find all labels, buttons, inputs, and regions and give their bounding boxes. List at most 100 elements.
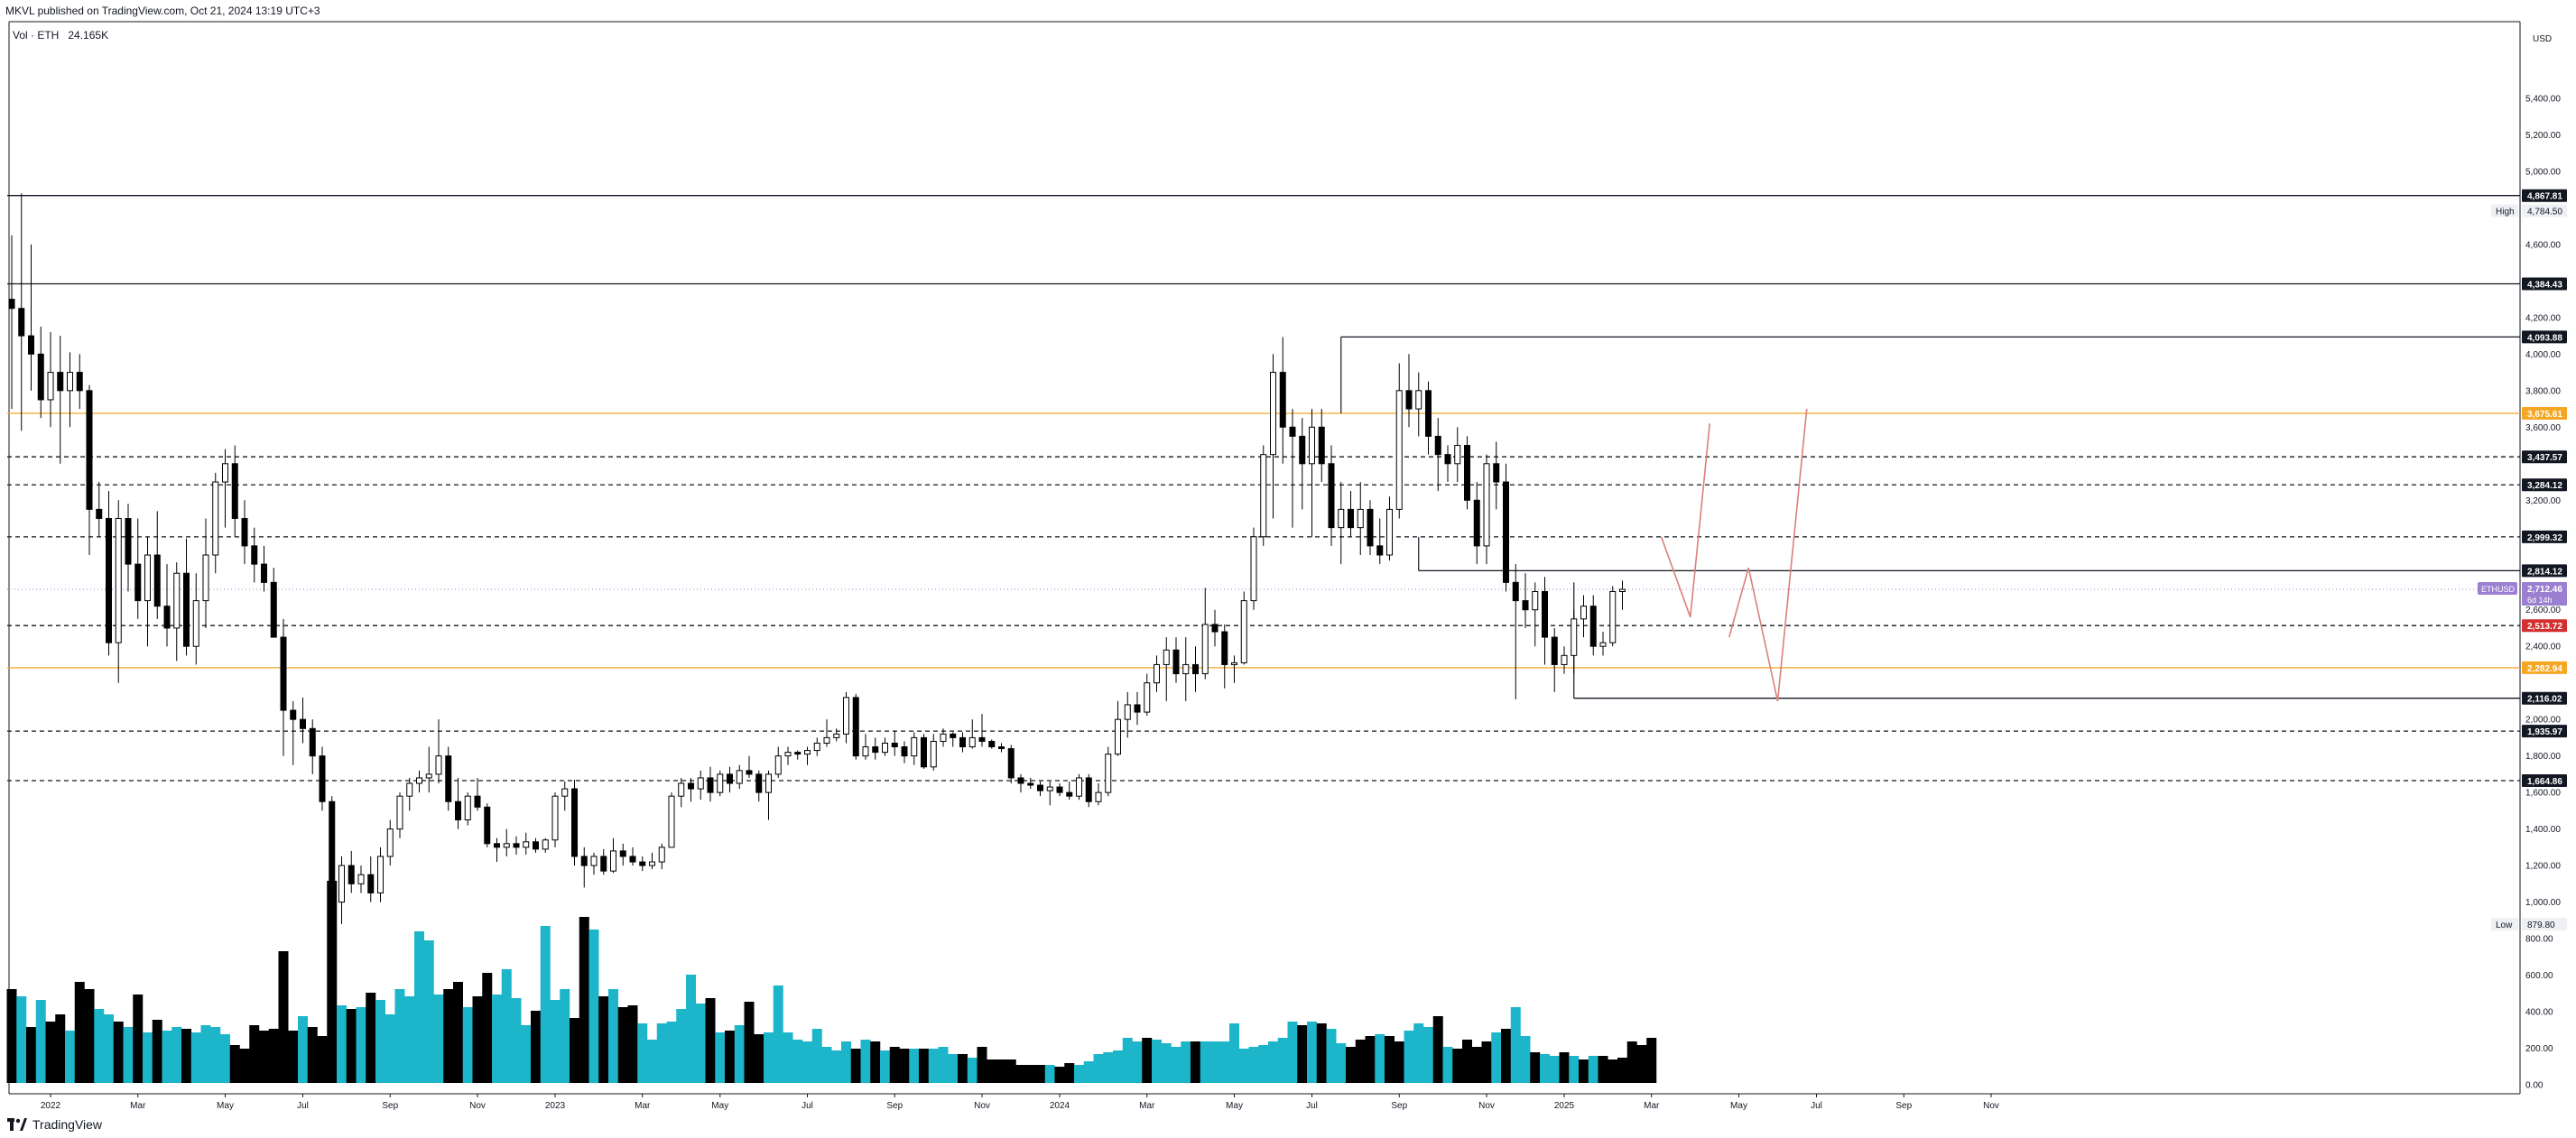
candle-body bbox=[950, 733, 957, 738]
candle-body bbox=[784, 752, 792, 757]
volume-bar bbox=[1413, 1023, 1424, 1083]
level-label-bg bbox=[2522, 450, 2567, 464]
time-axis-label: Sep bbox=[1391, 1101, 1407, 1111]
volume-bar bbox=[1501, 1029, 1511, 1083]
candle-body bbox=[988, 740, 996, 748]
candle-body bbox=[1348, 508, 1354, 529]
time-axis-label: Sep bbox=[1895, 1101, 1912, 1111]
volume-bar bbox=[1219, 1041, 1230, 1083]
volume-bar bbox=[94, 1009, 105, 1083]
candle-body bbox=[959, 736, 966, 748]
volume-bar bbox=[35, 1000, 46, 1083]
current-price-label: 2,712.46 bbox=[2527, 585, 2562, 595]
volume-bar bbox=[337, 1005, 347, 1083]
candle-body bbox=[1599, 642, 1607, 647]
volume-bar bbox=[880, 1050, 890, 1083]
candle-body bbox=[688, 782, 694, 790]
time-axis-label: May bbox=[711, 1101, 728, 1111]
volume-bar bbox=[1559, 1052, 1570, 1083]
volume-bar bbox=[366, 993, 376, 1083]
candle-body bbox=[940, 733, 947, 742]
volume-bar bbox=[16, 996, 27, 1083]
tradingview-logo-icon bbox=[7, 1118, 27, 1131]
candle-body bbox=[67, 372, 73, 392]
time-axis-label: May bbox=[217, 1101, 234, 1111]
candle-body bbox=[1231, 662, 1237, 665]
volume-bar bbox=[385, 1014, 395, 1083]
volume-bar bbox=[1044, 1065, 1055, 1083]
level-label-bg bbox=[2522, 330, 2567, 344]
candle-body bbox=[425, 773, 432, 779]
volume-legend-value: 24.165K bbox=[68, 29, 109, 42]
time-axis-label: Jul bbox=[1811, 1101, 1822, 1111]
candle-body bbox=[639, 861, 646, 866]
volume-bar bbox=[55, 1014, 66, 1083]
candle-body bbox=[76, 372, 83, 392]
candle-body bbox=[1201, 624, 1209, 675]
volume-bar bbox=[1209, 1041, 1220, 1083]
volume-bar bbox=[948, 1054, 959, 1083]
volume-bar bbox=[550, 1000, 561, 1083]
volume-bar bbox=[1626, 1041, 1637, 1083]
volume-bar bbox=[831, 1050, 842, 1083]
time-axis-label: Jul bbox=[802, 1101, 813, 1111]
candle-body bbox=[697, 777, 704, 790]
candle-body bbox=[406, 782, 413, 797]
volume-bar bbox=[307, 1027, 318, 1083]
candle-body bbox=[1192, 663, 1199, 675]
volume-bar bbox=[1277, 1038, 1288, 1083]
candle-body bbox=[707, 777, 714, 793]
level-label: 3,284.12 bbox=[2527, 481, 2562, 491]
volume-bar bbox=[171, 1027, 182, 1083]
level-label: 2,999.32 bbox=[2527, 533, 2562, 543]
candle-body bbox=[183, 572, 190, 647]
tradingview-logo[interactable]: TradingView bbox=[7, 1117, 102, 1132]
current-symbol-tag: ETHUSD bbox=[2481, 585, 2516, 594]
candle-body bbox=[37, 353, 44, 401]
volume-bar bbox=[1491, 1032, 1502, 1083]
candle-body bbox=[998, 746, 1005, 750]
candle-body bbox=[765, 773, 772, 793]
candle-body bbox=[1357, 508, 1364, 529]
candle-body bbox=[1561, 654, 1568, 665]
level-label-bg bbox=[2522, 691, 2567, 705]
published-header: MKVL published on TradingView.com, Oct 2… bbox=[5, 5, 320, 17]
volume-bar bbox=[501, 969, 512, 1083]
candle-body bbox=[1483, 463, 1490, 547]
volume-bar bbox=[811, 1029, 822, 1083]
volume-bar bbox=[1569, 1056, 1580, 1083]
volume-bar bbox=[1452, 1049, 1463, 1083]
forecast-path bbox=[1660, 423, 1711, 618]
volume-bar bbox=[715, 1032, 726, 1083]
candle-body bbox=[1415, 390, 1422, 410]
candle-body bbox=[852, 697, 859, 757]
candle-body bbox=[309, 727, 316, 757]
price-tick-label: 3,200.00 bbox=[2525, 496, 2561, 506]
volume-bar bbox=[1015, 1065, 1026, 1083]
candle-body bbox=[1163, 649, 1170, 665]
candle-body bbox=[231, 463, 238, 520]
candle-body bbox=[872, 746, 879, 754]
time-axis-label: Mar bbox=[1139, 1101, 1155, 1111]
volume-bar bbox=[647, 1040, 657, 1083]
candle-body bbox=[106, 518, 112, 643]
volume-bar bbox=[181, 1029, 191, 1083]
volume-bar bbox=[1054, 1067, 1065, 1083]
volume-bar bbox=[1462, 1040, 1472, 1083]
volume-bar bbox=[288, 1031, 299, 1083]
candle-body bbox=[542, 839, 549, 850]
level-label-bg bbox=[2522, 564, 2567, 578]
candle-body bbox=[1434, 435, 1441, 456]
low-marker-value: 879.80 bbox=[2527, 921, 2555, 930]
candle-body bbox=[1493, 463, 1500, 483]
volume-bar bbox=[734, 1025, 745, 1083]
volume-bar bbox=[1432, 1016, 1443, 1083]
price-tick-label: 600.00 bbox=[2525, 971, 2553, 981]
candle-body bbox=[736, 770, 743, 784]
volume-bar bbox=[1287, 1022, 1298, 1083]
candle-body bbox=[1076, 777, 1082, 797]
price-tick-label: 4,000.00 bbox=[2525, 350, 2561, 360]
volume-bar bbox=[1481, 1041, 1492, 1083]
volume-bar bbox=[928, 1049, 939, 1083]
